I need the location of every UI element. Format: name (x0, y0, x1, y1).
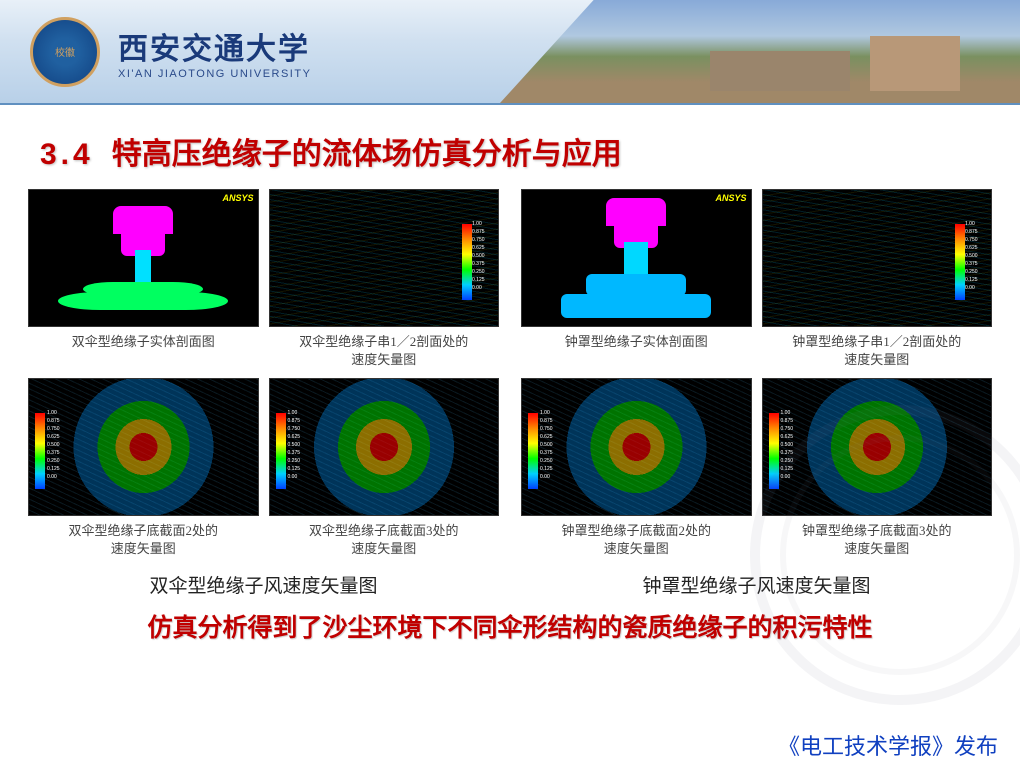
university-name-block: 西安交通大学 XI'AN JIAOTONG UNIVERSITY (118, 24, 311, 80)
color-legend (769, 413, 779, 489)
caption: 钟罩型绝缘子底截面3处的 速度矢量图 (762, 516, 993, 567)
left-top-row: ANSYS 1.00 0.875 0.750 0.625 0.500 0.375… (28, 189, 499, 327)
simulation-grid: ANSYS 1.00 0.875 0.750 0.625 0.500 0.375… (0, 181, 1020, 598)
panel-double-umbrella-velocity-profile: 1.00 0.875 0.750 0.625 0.500 0.375 0.250… (269, 189, 500, 327)
caption: 双伞型绝缘子底截面3处的 速度矢量图 (269, 516, 500, 567)
publisher-label: 《电工技术学报》发布 (778, 729, 998, 761)
panel-bell-section3: 1.00 0.875 0.750 0.625 0.500 0.375 0.250… (762, 378, 993, 516)
left-group: ANSYS 1.00 0.875 0.750 0.625 0.500 0.375… (28, 189, 499, 598)
insulator-shape-a (58, 206, 228, 310)
caption: 钟罩型绝缘子实体剖面图 (521, 327, 752, 378)
legend-values: 1.00 0.875 0.750 0.625 0.500 0.375 0.250… (47, 409, 73, 481)
campus-photo (500, 0, 1020, 103)
color-legend (35, 413, 45, 489)
caption: 双伞型绝缘子底截面2处的 速度矢量图 (28, 516, 259, 567)
ansys-label: ANSYS (715, 193, 746, 203)
university-logo: 校徽 (30, 17, 100, 87)
conclusion-text: 仿真分析得到了沙尘环境下不同伞形结构的瓷质绝缘子的积污特性 (0, 598, 1020, 644)
legend-values: 1.00 0.875 0.750 0.625 0.500 0.375 0.250… (472, 220, 498, 292)
panel-double-umbrella-section: ANSYS (28, 189, 259, 327)
insulator-shape-b (561, 198, 711, 318)
caption: 双伞型绝缘子实体剖面图 (28, 327, 259, 378)
right-top-row: ANSYS 1.00 0.875 0.750 0.625 0.500 0.375… (521, 189, 992, 327)
university-name-cn: 西安交通大学 (118, 24, 311, 68)
section-title-text: 特高压绝缘子的流体场仿真分析与应用 (112, 138, 622, 171)
caption: 双伞型绝缘子串1／2剖面处的 速度矢量图 (269, 327, 500, 378)
right-group-label: 钟罩型绝缘子风速度矢量图 (521, 567, 992, 598)
section-title: 3.4 特高压绝缘子的流体场仿真分析与应用 (0, 105, 1020, 181)
legend-values: 1.00 0.875 0.750 0.625 0.500 0.375 0.250… (540, 409, 566, 481)
color-legend (528, 413, 538, 489)
legend-values: 1.00 0.875 0.750 0.625 0.500 0.375 0.250… (965, 220, 991, 292)
slide-header: 校徽 西安交通大学 XI'AN JIAOTONG UNIVERSITY (0, 0, 1020, 105)
section-number: 3.4 (40, 138, 94, 171)
panel-bell-section2: 1.00 0.875 0.750 0.625 0.500 0.375 0.250… (521, 378, 752, 516)
caption: 钟罩型绝缘子串1／2剖面处的 速度矢量图 (762, 327, 993, 378)
right-bottom-row: 1.00 0.875 0.750 0.625 0.500 0.375 0.250… (521, 378, 992, 516)
panel-double-umbrella-section3: 1.00 0.875 0.750 0.625 0.500 0.375 0.250… (269, 378, 500, 516)
left-bottom-row: 1.00 0.875 0.750 0.625 0.500 0.375 0.250… (28, 378, 499, 516)
color-legend (462, 224, 472, 300)
left-group-label: 双伞型绝缘子风速度矢量图 (28, 567, 499, 598)
color-legend (955, 224, 965, 300)
university-name-en: XI'AN JIAOTONG UNIVERSITY (118, 68, 311, 80)
panel-double-umbrella-section2: 1.00 0.875 0.750 0.625 0.500 0.375 0.250… (28, 378, 259, 516)
legend-values: 1.00 0.875 0.750 0.625 0.500 0.375 0.250… (781, 409, 807, 481)
legend-values: 1.00 0.875 0.750 0.625 0.500 0.375 0.250… (288, 409, 314, 481)
ansys-label: ANSYS (222, 193, 253, 203)
right-group: ANSYS 1.00 0.875 0.750 0.625 0.500 0.375… (521, 189, 992, 598)
color-legend (276, 413, 286, 489)
panel-bell-velocity-profile: 1.00 0.875 0.750 0.625 0.500 0.375 0.250… (762, 189, 993, 327)
caption: 钟罩型绝缘子底截面2处的 速度矢量图 (521, 516, 752, 567)
panel-bell-section: ANSYS (521, 189, 752, 327)
